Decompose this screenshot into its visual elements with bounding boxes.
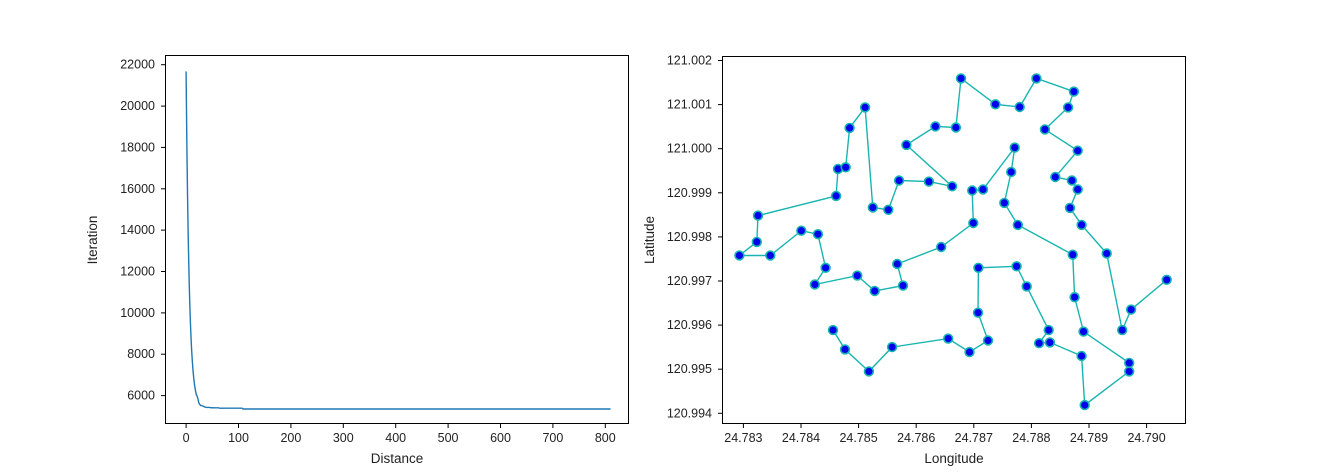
svg-text:400: 400 [385, 431, 406, 445]
svg-text:600: 600 [490, 431, 511, 445]
svg-text:24.786: 24.786 [897, 431, 935, 445]
svg-text:200: 200 [280, 431, 301, 445]
svg-text:24.783: 24.783 [724, 431, 762, 445]
svg-text:Distance: Distance [371, 451, 424, 466]
svg-text:120.996: 120.996 [667, 318, 712, 332]
svg-text:120.998: 120.998 [667, 230, 712, 244]
svg-text:0: 0 [183, 431, 190, 445]
svg-text:100: 100 [228, 431, 249, 445]
svg-text:16000: 16000 [120, 182, 155, 196]
svg-text:120.995: 120.995 [667, 362, 712, 376]
svg-text:14000: 14000 [120, 223, 155, 237]
svg-text:500: 500 [438, 431, 459, 445]
svg-text:Longitude: Longitude [924, 451, 983, 466]
svg-text:24.785: 24.785 [839, 431, 877, 445]
svg-text:20000: 20000 [120, 99, 155, 113]
svg-text:18000: 18000 [120, 140, 155, 154]
svg-text:120.997: 120.997 [667, 274, 712, 288]
svg-text:Latitude: Latitude [642, 216, 657, 264]
svg-text:120.994: 120.994 [667, 406, 712, 420]
svg-text:121.000: 121.000 [667, 142, 712, 156]
svg-text:24.788: 24.788 [1012, 431, 1050, 445]
svg-text:12000: 12000 [120, 265, 155, 279]
svg-text:Iteration: Iteration [85, 216, 100, 265]
svg-text:24.787: 24.787 [955, 431, 993, 445]
svg-text:121.001: 121.001 [667, 98, 712, 112]
svg-text:24.789: 24.789 [1070, 431, 1108, 445]
svg-text:121.002: 121.002 [667, 54, 712, 68]
svg-text:120.999: 120.999 [667, 186, 712, 200]
svg-text:6000: 6000 [127, 389, 155, 403]
svg-text:22000: 22000 [120, 58, 155, 72]
svg-text:10000: 10000 [120, 306, 155, 320]
svg-text:8000: 8000 [127, 347, 155, 361]
svg-text:24.784: 24.784 [782, 431, 820, 445]
svg-text:700: 700 [542, 431, 563, 445]
svg-text:800: 800 [595, 431, 616, 445]
svg-text:300: 300 [333, 431, 354, 445]
svg-text:24.790: 24.790 [1127, 431, 1165, 445]
